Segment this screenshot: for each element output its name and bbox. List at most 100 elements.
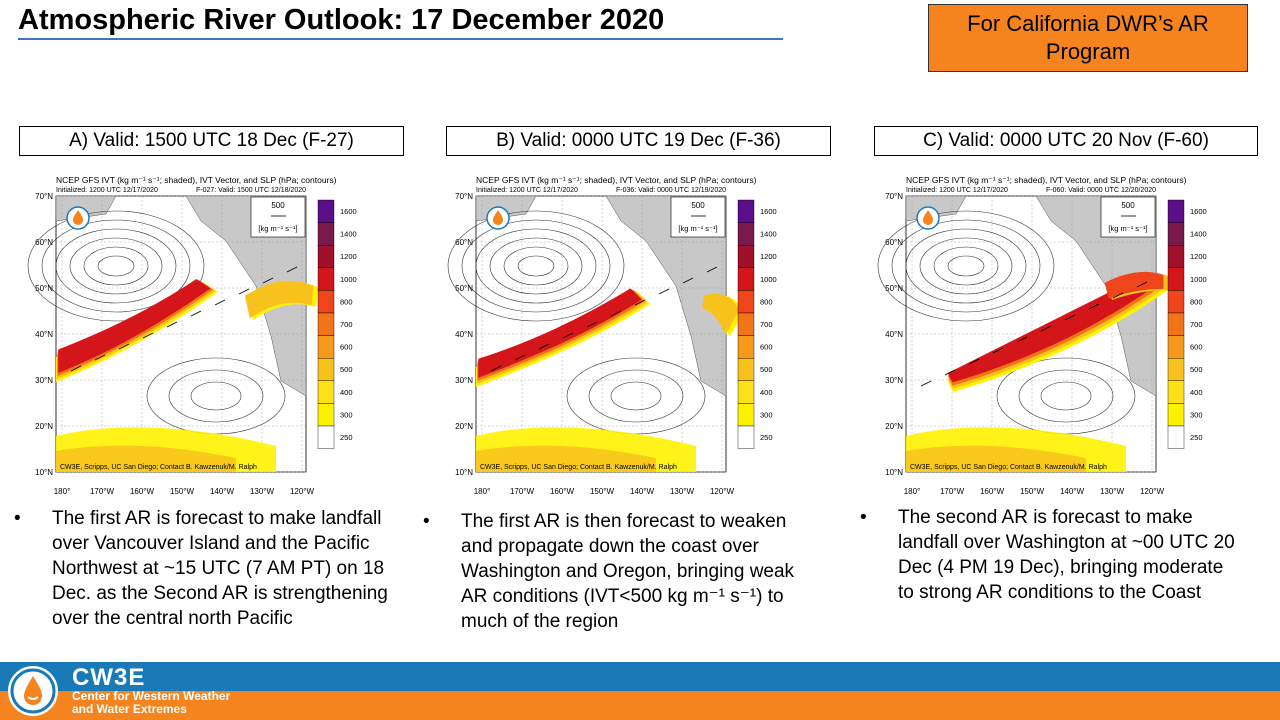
slp-contour — [27, 210, 205, 322]
lon-label: 140°W — [210, 487, 235, 496]
land-mass — [185, 195, 307, 397]
ivt-vector-arrow — [610, 310, 622, 317]
lon-label: 130°W — [250, 487, 275, 496]
panel-a-bullet-text: The first AR is forecast to make landfal… — [52, 508, 388, 629]
ivt-vector-arrow — [1040, 325, 1052, 332]
ivt-vector-arrow — [262, 277, 274, 284]
slp-contour — [517, 255, 555, 277]
colorbar-swatch — [737, 199, 755, 223]
map-valid-text: F-036: Valid: 0000 UTC 12/19/2020 — [616, 187, 726, 194]
map-header-text: NCEP GFS IVT (kg m⁻¹ s⁻¹; shaded), IVT V… — [56, 175, 337, 185]
lon-label: 180° — [904, 487, 921, 496]
colorbar-swatch — [737, 222, 755, 246]
ivt-shading — [947, 279, 1155, 383]
bullet-dot: • — [14, 508, 21, 529]
colorbar-swatch — [317, 425, 335, 449]
colorbar-label: 1400 — [760, 230, 777, 239]
lat-label: 70°N — [885, 192, 903, 201]
colorbar-swatch — [1167, 312, 1185, 336]
lat-label: 10°N — [455, 468, 473, 477]
lat-label: 50°N — [455, 284, 473, 293]
colorbar-label: 400 — [760, 388, 773, 397]
colorbar-swatch — [737, 312, 755, 336]
colorbar-swatch — [737, 244, 755, 268]
footer-org-name: Center for Western Weather and Water Ext… — [72, 690, 230, 716]
page-title: Atmospheric River Outlook: 17 December 2… — [18, 4, 665, 36]
map-valid-text: F-060: Valid: 0000 UTC 12/20/2020 — [1046, 187, 1156, 194]
colorbar-label: 800 — [1190, 297, 1203, 306]
colorbar-label: 500 — [340, 365, 353, 374]
colorbar-swatch — [1167, 357, 1185, 381]
ivt-vector-arrow — [706, 266, 718, 273]
colorbar-swatch — [737, 290, 755, 314]
ivt-vector-arrow — [490, 365, 502, 372]
map-valid-text: F-027: Valid: 1500 UTC 12/18/2020 — [196, 187, 306, 194]
ivt-vector-arrow — [1112, 292, 1124, 299]
program-badge-text: For California DWR’s AR Program — [967, 11, 1209, 64]
ivt-vector-arrow — [142, 332, 154, 339]
lat-label: 60°N — [885, 238, 903, 247]
slp-contour — [168, 369, 264, 423]
cw3e-map-logo-drop-icon — [923, 210, 933, 225]
lat-label: 30°N — [455, 376, 473, 385]
cw3e-map-logo-drop-icon — [493, 210, 503, 225]
slp-contour — [97, 255, 135, 277]
slp-contour — [891, 219, 1041, 313]
slp-contour — [489, 237, 583, 295]
colorbar-swatch — [317, 290, 335, 314]
colorbar-swatch — [737, 335, 755, 359]
map-credit-text: CW3E, Scripps, UC San Diego; Contact B. … — [910, 464, 1107, 471]
lon-label: 170°W — [510, 487, 535, 496]
ivt-vector-arrow — [586, 321, 598, 328]
cw3e-map-logo-drop-icon — [73, 210, 83, 225]
ivt-shading — [702, 293, 739, 335]
lon-label: 180° — [54, 487, 71, 496]
ivt-shading — [906, 445, 1086, 472]
colorbar-swatch — [317, 335, 335, 359]
ivt-vector-arrow — [214, 299, 226, 306]
lon-label: 120°W — [710, 487, 735, 496]
panel-a-ivt-map: NCEP GFS IVT (kg m⁻¹ s⁻¹; shaded), IVT V… — [27, 175, 357, 496]
ivt-shading — [56, 445, 236, 472]
slp-contour — [190, 381, 242, 411]
lat-label: 20°N — [455, 422, 473, 431]
panel-b-label: B) Valid: 0000 UTC 19 Dec (F-36) — [446, 126, 831, 156]
colorbar-swatch — [737, 425, 755, 449]
lon-label: 130°W — [670, 487, 695, 496]
ivt-vector-arrow — [1016, 336, 1028, 343]
colorbar-label: 600 — [340, 343, 353, 352]
colorbar-swatch — [1167, 403, 1185, 427]
colorbar-label: 1200 — [340, 252, 357, 261]
colorbar-label: 1400 — [340, 230, 357, 239]
slp-contour — [83, 246, 149, 286]
colorbar-swatch — [737, 380, 755, 404]
lat-label: 60°N — [455, 238, 473, 247]
ivt-shading — [244, 280, 314, 319]
lat-label: 30°N — [35, 376, 53, 385]
land-mass — [1035, 195, 1157, 397]
vector-reference-units: [kg m⁻¹ s⁻¹] — [258, 224, 297, 233]
ivt-vector-arrow — [166, 321, 178, 328]
lat-label: 70°N — [455, 192, 473, 201]
ivt-vector-arrow — [238, 288, 250, 295]
slp-contour — [588, 369, 684, 423]
ivt-vector-arrow — [514, 354, 526, 361]
colorbar-label: 700 — [760, 320, 773, 329]
colorbar-label: 1600 — [760, 207, 777, 216]
map-credit-text: CW3E, Scripps, UC San Diego; Contact B. … — [60, 464, 257, 471]
ivt-vector-arrow — [682, 277, 694, 284]
ivt-vector-arrow — [538, 343, 550, 350]
ivt-vector-arrow — [968, 358, 980, 365]
colorbar-label: 1000 — [1190, 275, 1207, 284]
panel-b-ivt-map: NCEP GFS IVT (kg m⁻¹ s⁻¹; shaded), IVT V… — [447, 175, 777, 496]
cw3e-logo-icon — [8, 666, 58, 716]
map-header-text: NCEP GFS IVT (kg m⁻¹ s⁻¹; shaded), IVT V… — [476, 175, 757, 185]
lat-label: 10°N — [885, 468, 903, 477]
colorbar-label: 600 — [1190, 343, 1203, 352]
panel-b-bullet-text: The first AR is then forecast to weaken … — [461, 511, 795, 632]
ivt-vector-arrow — [70, 365, 82, 372]
bullet-dot: • — [860, 507, 867, 528]
colorbar-swatch — [1167, 267, 1185, 291]
ivt-shading — [1104, 271, 1164, 299]
colorbar-label: 600 — [760, 343, 773, 352]
